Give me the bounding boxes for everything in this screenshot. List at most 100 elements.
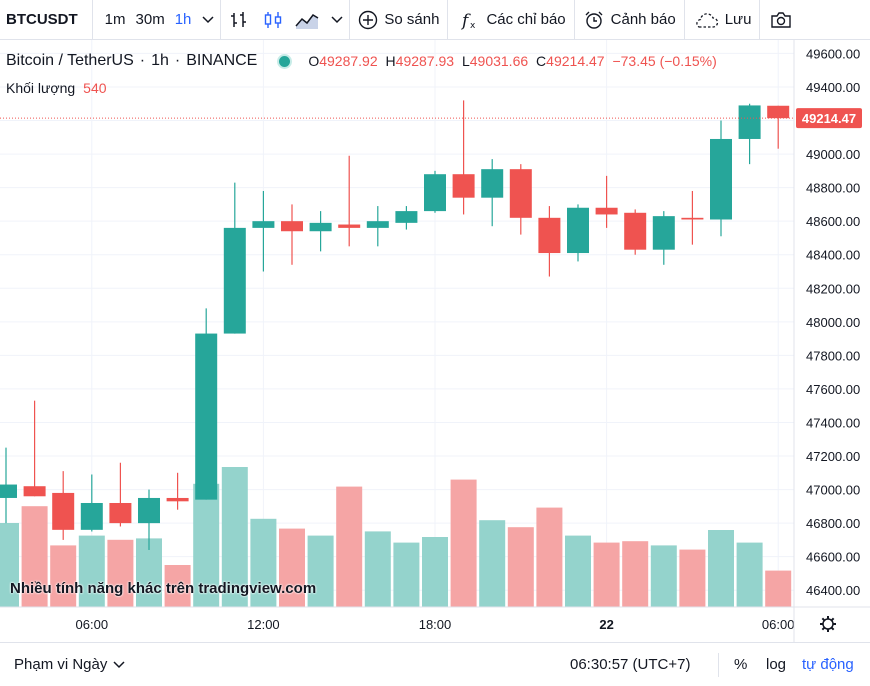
last-price-label: 49214.47 bbox=[802, 111, 856, 126]
candle-body bbox=[223, 227, 246, 334]
candle-body bbox=[452, 174, 475, 198]
gear-icon bbox=[820, 616, 836, 632]
price-tick-label: 49400.00 bbox=[806, 80, 860, 95]
price-tick-label: 48800.00 bbox=[806, 181, 860, 196]
legend-exchange: BINANCE bbox=[186, 52, 258, 69]
time-tick-label: 06:00 bbox=[762, 617, 795, 632]
legend-separator: · bbox=[174, 52, 181, 69]
price-chart[interactable]: 46400.00 46600.00 46800.00 47000.00 47200.00… bbox=[0, 40, 870, 642]
volume-bar bbox=[650, 545, 677, 607]
save-button[interactable]: Lưu bbox=[685, 0, 760, 40]
alert-button[interactable]: Cảnh báo bbox=[575, 0, 684, 40]
bars-style-button[interactable] bbox=[221, 0, 257, 40]
symbol-search[interactable]: BTCUSDT bbox=[6, 11, 78, 28]
price-tick-label: 48200.00 bbox=[806, 281, 860, 296]
cloud-icon bbox=[695, 12, 718, 28]
close-value: 49214.47 bbox=[546, 53, 605, 69]
gear-icon-tooth bbox=[821, 617, 826, 622]
volume-bar bbox=[479, 520, 506, 607]
candle-body bbox=[681, 217, 704, 220]
candle-body bbox=[52, 492, 75, 530]
volume-bar bbox=[336, 486, 363, 607]
symbol-name: Bitcoin / TetherUS bbox=[6, 52, 134, 69]
tradingview-promo-link[interactable]: Nhiều tính năng khác trên tradingview.co… bbox=[10, 580, 317, 597]
price-tick-label: 47200.00 bbox=[806, 449, 860, 464]
price-tick-label: 47400.00 bbox=[806, 415, 860, 430]
timezone-clock[interactable]: 06:30:57 (UTC+7) bbox=[570, 656, 691, 673]
price-tick-label: 46400.00 bbox=[806, 583, 860, 598]
date-range-label: Phạm vi Ngày bbox=[14, 656, 108, 673]
percent-scale-toggle[interactable]: % bbox=[734, 656, 748, 673]
gear-icon-tooth bbox=[830, 626, 835, 631]
volume-bar bbox=[107, 539, 134, 607]
gear-icon-tooth bbox=[830, 617, 835, 622]
toolbar-divider bbox=[683, 0, 685, 40]
candle-body bbox=[652, 216, 675, 250]
volume-value: 540 bbox=[83, 80, 107, 96]
interval-dropdown[interactable] bbox=[196, 0, 220, 40]
bottom-toolbar: Phạm vi Ngày 06:30:57 (UTC+7) % log tự đ… bbox=[0, 642, 870, 686]
interval-1h[interactable]: 1h bbox=[174, 11, 192, 28]
area-chart-icon bbox=[295, 13, 319, 29]
candle-body bbox=[109, 502, 132, 524]
legend-interval: 1h bbox=[151, 52, 169, 69]
volume-bars bbox=[0, 467, 792, 607]
market-status-dot[interactable] bbox=[277, 53, 293, 69]
volume-bar bbox=[593, 542, 620, 607]
snapshot-button[interactable] bbox=[760, 0, 802, 40]
candle-body bbox=[309, 222, 332, 232]
price-tick-label: 47000.00 bbox=[806, 483, 860, 498]
volume-label: Khối lượng bbox=[6, 80, 76, 96]
price-tick-label: 48400.00 bbox=[806, 248, 860, 263]
volume-bar bbox=[0, 523, 19, 607]
volume-bar bbox=[78, 535, 105, 607]
svg-text:x: x bbox=[470, 21, 476, 30]
bottom-divider bbox=[718, 653, 719, 677]
low-value: 49031.66 bbox=[469, 53, 529, 69]
volume-bar bbox=[565, 535, 591, 607]
candle-body bbox=[624, 212, 647, 250]
low-label: L bbox=[461, 53, 470, 69]
candle-body bbox=[166, 497, 189, 502]
volume-bar bbox=[422, 537, 448, 607]
chevron-down-icon bbox=[331, 15, 343, 23]
interval-30m[interactable]: 30m bbox=[135, 11, 165, 28]
price-tick-label: 47800.00 bbox=[806, 348, 860, 363]
toolbar-divider bbox=[759, 0, 761, 40]
volume-bar bbox=[450, 479, 477, 607]
save-label: Lưu bbox=[724, 11, 752, 28]
bars-icon bbox=[231, 11, 247, 27]
price-tick-label: 46600.00 bbox=[806, 550, 860, 565]
price-tick-label: 49600.00 bbox=[806, 46, 860, 61]
candle-body bbox=[710, 138, 732, 220]
price-tick-label: 47600.00 bbox=[806, 382, 860, 397]
interval-1m[interactable]: 1m bbox=[104, 11, 126, 28]
candle-body bbox=[595, 207, 618, 215]
open-value: 49287.92 bbox=[319, 53, 378, 69]
last-price-badge bbox=[796, 108, 862, 129]
toolbar-divider bbox=[220, 0, 222, 40]
candles-style-button[interactable] bbox=[257, 0, 289, 40]
auto-scale-toggle[interactable]: tự động bbox=[802, 656, 854, 673]
area-style-button[interactable] bbox=[289, 0, 325, 40]
date-range-button[interactable]: Phạm vi Ngày bbox=[14, 656, 125, 673]
open-label: O bbox=[308, 53, 320, 69]
candle-body bbox=[281, 221, 303, 232]
volume-legend: Khối lượng 540 bbox=[6, 80, 107, 96]
close-label: C bbox=[536, 53, 547, 69]
svg-text:f: f bbox=[460, 11, 471, 30]
candle-body bbox=[0, 484, 17, 498]
volume-bar bbox=[679, 549, 706, 607]
volume-bar bbox=[50, 545, 77, 607]
candles-icon bbox=[265, 11, 282, 28]
chart-type-dropdown[interactable] bbox=[325, 0, 349, 40]
compare-label: So sánh bbox=[384, 11, 440, 28]
volume-bar bbox=[765, 570, 792, 607]
ohlc-values: O49287.92 H49287.93 L49031.66 C49214.47 … bbox=[308, 53, 716, 69]
compare-button[interactable]: So sánh bbox=[350, 0, 447, 40]
candle-body bbox=[481, 169, 504, 198]
candle-body bbox=[138, 497, 160, 524]
log-scale-toggle[interactable]: log bbox=[766, 656, 787, 673]
